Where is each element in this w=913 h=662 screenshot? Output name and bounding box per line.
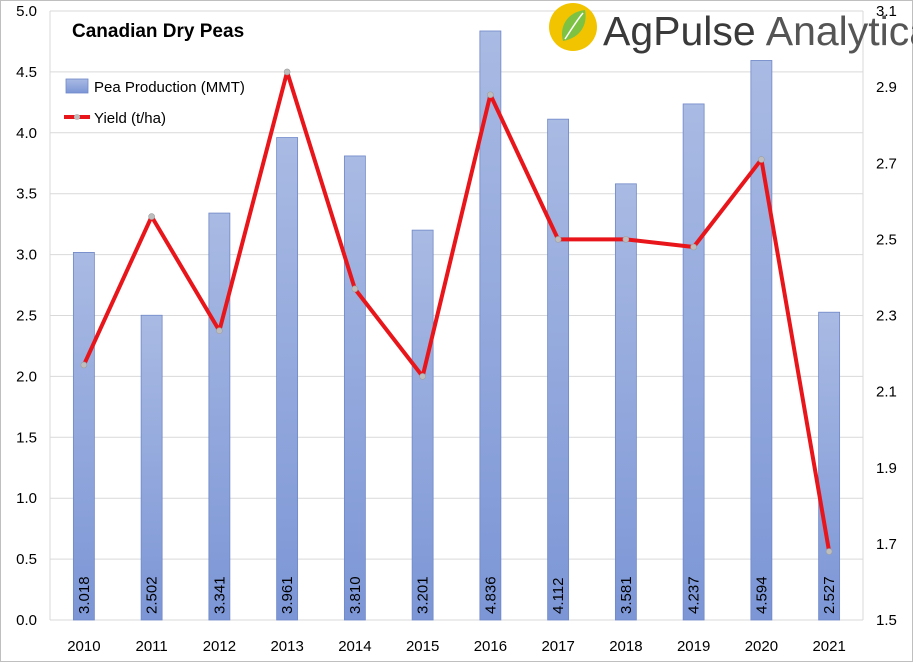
bar <box>343 155 366 621</box>
y-right-tick-label: 2.5 <box>876 231 897 248</box>
bar-data-label: 3.961 <box>279 576 296 614</box>
yield-point <box>487 91 494 99</box>
logo-wordmark: AgPulseAnalytica <box>603 8 913 54</box>
x-tick-label: 2019 <box>677 638 710 655</box>
bar-data-label: 4.112 <box>550 578 567 614</box>
yield-point <box>216 327 223 335</box>
y-right-tick-label: 1.5 <box>876 612 897 629</box>
line-series <box>80 68 833 555</box>
bar-data-label: 2.502 <box>144 576 161 614</box>
x-tick-label: 2011 <box>135 638 167 655</box>
y-left-tick-label: 2.0 <box>16 368 37 385</box>
bar <box>479 30 502 621</box>
y-left-tick-label: 1.5 <box>16 429 37 446</box>
yield-point <box>758 156 765 163</box>
y-left-tick-label: 1.0 <box>16 490 37 507</box>
yield-point <box>690 243 697 251</box>
leaf-vein-icon <box>564 12 584 40</box>
x-tick-label: 2020 <box>745 638 778 655</box>
bar-data-label: 3.341 <box>211 576 228 614</box>
legend-bar-swatch <box>65 78 89 94</box>
x-tick-label: 2012 <box>203 638 236 655</box>
yield-point <box>825 548 833 555</box>
y-left-tick-label: 4.0 <box>16 125 37 142</box>
bar <box>547 118 570 621</box>
bar <box>276 137 299 621</box>
x-tick-label: 2021 <box>812 638 845 655</box>
bar-data-label: 4.594 <box>753 576 770 614</box>
bar <box>140 314 163 621</box>
bar-data-label: 2.527 <box>821 576 838 614</box>
x-tick-label: 2010 <box>67 638 100 655</box>
x-tick-label: 2015 <box>406 638 439 655</box>
y-right-tick-label: 2.1 <box>876 384 897 401</box>
x-tick-label: 2013 <box>270 638 303 655</box>
legend-bar-label: Pea Production (MMT) <box>94 79 245 96</box>
bar-data-label: 3.581 <box>618 576 635 614</box>
legend-line-label: Yield (t/ha) <box>94 110 166 127</box>
bar <box>614 183 637 621</box>
bar-data-label: 4.237 <box>686 576 703 614</box>
x-tick-label: 2018 <box>609 638 642 655</box>
legend-line-marker <box>74 114 80 120</box>
y-left-tick-label: 0.0 <box>16 612 37 629</box>
yield-point <box>148 213 155 220</box>
yield-point <box>351 285 359 293</box>
axes: 0.0 0.5 1.0 1.5 2.0 2.5 3.0 3.5 4.0 4.5 5.0 1.5 1.7 1… <box>16 3 897 655</box>
y-left-tick-label: 4.5 <box>16 64 37 81</box>
y-right-tick-label: 1.9 <box>876 460 897 477</box>
bar-data-label: 4.836 <box>482 576 499 614</box>
bar <box>72 252 95 621</box>
yield-point <box>419 373 426 380</box>
x-tick-label: 2014 <box>338 638 371 655</box>
logo-brand-part1: AgPulse <box>603 8 756 54</box>
y-left-tick-label: 3.0 <box>16 247 37 264</box>
bar <box>208 212 231 621</box>
yield-line <box>81 69 832 554</box>
y-right-tick-label: 2.7 <box>876 155 897 172</box>
bar-data-label: 3.018 <box>76 576 93 614</box>
yield-point <box>622 236 630 243</box>
x-tick-label: 2016 <box>474 638 507 655</box>
y-left-tick-label: 2.5 <box>16 308 37 325</box>
bar <box>750 60 773 621</box>
y-left-tick-label: 3.5 <box>16 186 37 203</box>
y-right-tick-label: 3.1 <box>876 3 897 20</box>
legend: Pea Production (MMT) Yield (t/ha) <box>64 78 245 127</box>
logo-brand-part2: Analytica <box>766 8 913 54</box>
bar-data-label: 3.810 <box>347 576 364 614</box>
bar <box>411 229 434 621</box>
gridlines <box>50 10 863 621</box>
bar <box>682 103 705 621</box>
agpulse-logo: AgPulseAnalytica <box>549 3 913 54</box>
y-right-tick-label: 1.7 <box>876 536 897 553</box>
yield-point <box>283 68 291 76</box>
x-tick-label: 2017 <box>541 638 574 655</box>
y-left-tick-label: 5.0 <box>16 3 37 20</box>
bar-data-label: 3.201 <box>415 576 432 614</box>
yield-point <box>554 236 562 243</box>
yield-point <box>80 361 88 369</box>
bar <box>818 311 841 621</box>
y-left-tick-label: 0.5 <box>16 551 37 568</box>
chart-title: Canadian Dry Peas <box>72 21 244 42</box>
y-right-tick-label: 2.3 <box>876 308 897 325</box>
y-right-tick-label: 2.9 <box>876 79 897 96</box>
